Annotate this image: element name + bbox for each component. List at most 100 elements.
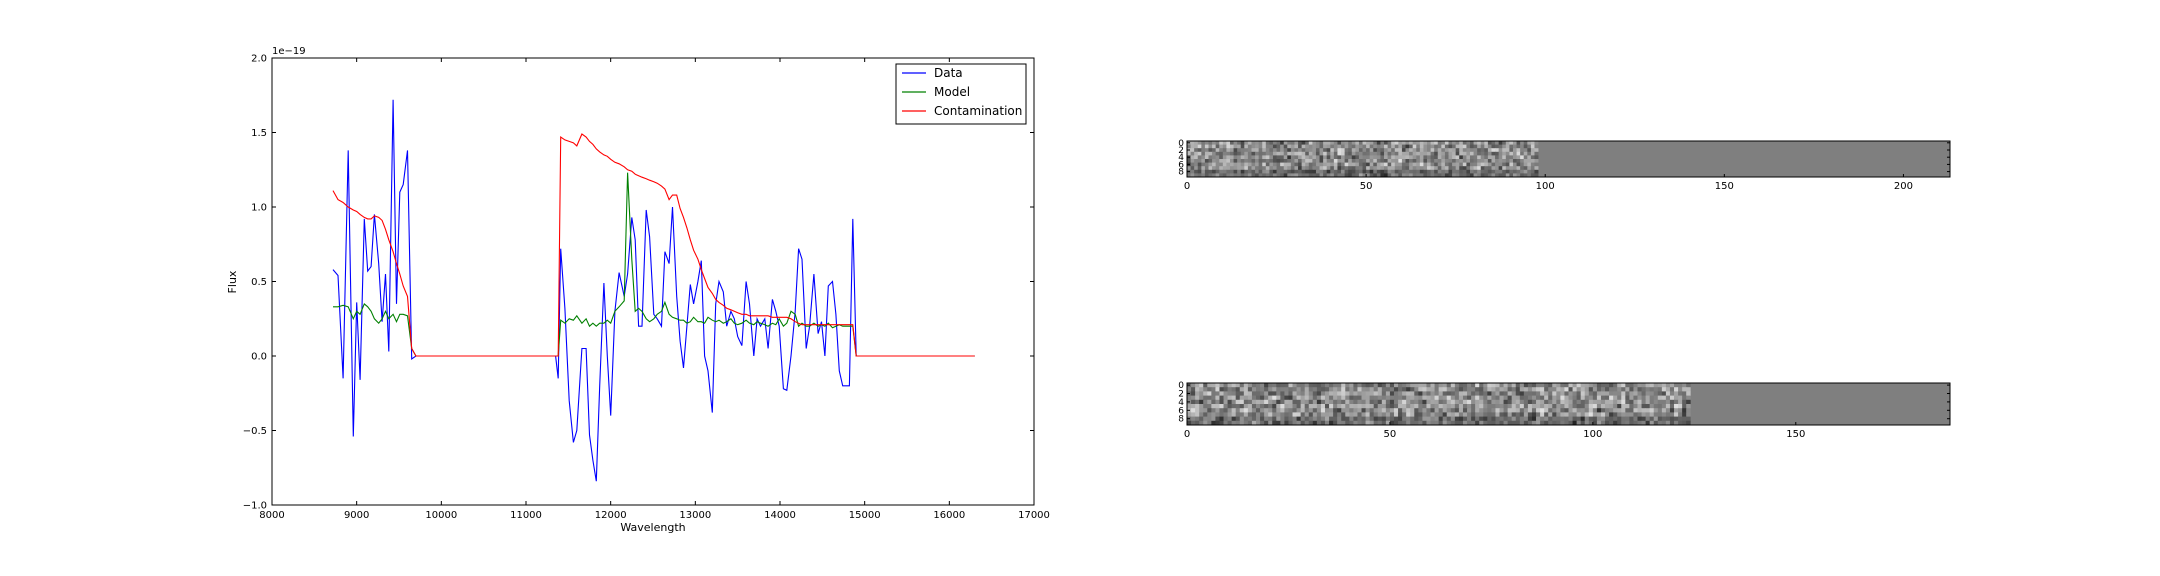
- bottom-image-pixel: [1511, 387, 1517, 392]
- bottom-image-pixel: [1674, 395, 1679, 401]
- top-image-pixel: [1323, 141, 1328, 145]
- top-image-pixel: [1255, 166, 1260, 171]
- bottom-image-pixel: [1304, 399, 1310, 405]
- top-image-pixel: [1244, 144, 1249, 149]
- top-image-pixel: [1323, 173, 1328, 178]
- top-image-pixel: [1333, 173, 1338, 178]
- bottom-image-pixel: [1410, 391, 1415, 396]
- bottom-image-pixel: [1564, 391, 1569, 396]
- top-image-pixel: [1427, 169, 1431, 174]
- y-tick-label: 2.0: [251, 54, 267, 65]
- bottom-image-pixel: [1377, 399, 1383, 405]
- top-image-pixel: [1473, 151, 1478, 156]
- top-image-pixel: [1534, 169, 1539, 174]
- bottom-image-pixel: [1475, 420, 1480, 426]
- bottom-image-pixel: [1544, 399, 1549, 405]
- top-image-pixel: [1523, 151, 1528, 156]
- top-image-pixel: [1276, 141, 1281, 145]
- bottom-image-pixel: [1499, 416, 1504, 422]
- bottom-image-pixel: [1674, 399, 1679, 405]
- bottom-image-pixel: [1442, 420, 1448, 426]
- bottom-image-pixel: [1540, 420, 1545, 426]
- bottom-image-pixel: [1300, 391, 1306, 396]
- top-image-pixel: [1466, 159, 1471, 163]
- bottom-image-pixel: [1617, 391, 1622, 396]
- bottom-image-pixel: [1588, 412, 1594, 417]
- bottom-image-pixel: [1365, 420, 1371, 426]
- bottom-image-pixel: [1442, 387, 1448, 392]
- top-image-pixel: [1330, 148, 1335, 153]
- bottom-image-pixel: [1584, 395, 1590, 401]
- bottom-image-pixel: [1223, 395, 1228, 401]
- bottom-image-pixel: [1531, 383, 1537, 388]
- bottom-image-pixel: [1491, 416, 1496, 422]
- bottom-image-pixel: [1365, 391, 1371, 396]
- top-image-pixel: [1362, 155, 1367, 160]
- bottom-image-pixel: [1609, 408, 1614, 413]
- top-image-pixel: [1187, 144, 1191, 149]
- top-image-pixel: [1247, 148, 1252, 153]
- bottom-image-pixel: [1686, 412, 1691, 417]
- bottom-image-pixel: [1398, 395, 1403, 401]
- bottom-image-pixel: [1195, 412, 1200, 417]
- bottom-image-pixel: [1669, 404, 1675, 409]
- bottom-image-pixel: [1629, 420, 1634, 426]
- top-image-pixel: [1269, 166, 1274, 171]
- bottom-image-pixel: [1487, 395, 1492, 401]
- bottom-image-pixel: [1207, 404, 1212, 409]
- bottom-image-pixel: [1625, 408, 1630, 413]
- bottom-image-pixel: [1584, 420, 1590, 426]
- top-image-pixel: [1369, 166, 1374, 171]
- top-image-pixel: [1512, 155, 1517, 160]
- top-image-pixel: [1362, 169, 1367, 174]
- bottom-image-pixel: [1605, 395, 1610, 401]
- bottom-image-pixel: [1255, 404, 1261, 409]
- bottom-image-pixel: [1191, 395, 1196, 401]
- bottom-image-pixel: [1320, 404, 1326, 409]
- top-image-pixel: [1430, 162, 1435, 167]
- bottom-image-pixel: [1292, 387, 1297, 392]
- bottom-image-pixel: [1661, 420, 1667, 426]
- bottom-image-pixel: [1284, 408, 1289, 413]
- bottom-image-pixel: [1426, 387, 1431, 392]
- bottom-image-pixel: [1324, 404, 1330, 409]
- top-image-pixel: [1505, 169, 1510, 174]
- bottom-image-pixel: [1592, 404, 1598, 409]
- bottom-image-pixel: [1495, 395, 1500, 401]
- bottom-image-pixel: [1434, 404, 1440, 409]
- bottom-image-pixel: [1552, 383, 1557, 388]
- bottom-image-pixel: [1288, 420, 1293, 426]
- top-image-pixel: [1380, 159, 1385, 163]
- bottom-image-pixel: [1251, 399, 1257, 405]
- bottom-image-pixel: [1653, 399, 1659, 405]
- bottom-image-pixel: [1560, 391, 1565, 396]
- y-tick-label: 0.5: [251, 277, 267, 288]
- bottom-image-pixel: [1491, 395, 1496, 401]
- bottom-image-pixel: [1337, 399, 1342, 405]
- top-image-pixel: [1237, 173, 1242, 178]
- top-image-pixel: [1258, 169, 1263, 174]
- top-image-pixel: [1523, 159, 1528, 163]
- top-image-pixel: [1448, 162, 1453, 167]
- top-image-pixel: [1394, 169, 1399, 174]
- top-image-pixel: [1287, 159, 1292, 163]
- top-image-pixel: [1398, 169, 1403, 174]
- bottom-image-pixel: [1645, 412, 1651, 417]
- bottom-image-pixel: [1255, 399, 1261, 405]
- bottom-image-frame: [1186, 382, 1951, 426]
- bottom-image-pixel: [1515, 391, 1521, 396]
- top-image-pixel: [1466, 166, 1471, 171]
- bottom-image-pixel: [1235, 383, 1241, 388]
- bottom-image-pixel: [1653, 391, 1659, 396]
- bottom-image-pixel: [1568, 412, 1573, 417]
- bottom-image-pixel: [1434, 412, 1440, 417]
- bottom-image-pixel: [1402, 399, 1407, 405]
- top-image-pixel: [1387, 144, 1392, 149]
- top-image-pixel: [1258, 155, 1263, 160]
- bottom-image-pixel: [1458, 404, 1464, 409]
- top-image-pixel: [1244, 166, 1249, 171]
- top-image-pixel: [1527, 155, 1532, 160]
- bottom-image-pixel: [1576, 395, 1582, 401]
- top-image-pixel: [1298, 151, 1303, 156]
- bottom-image-pixel: [1320, 387, 1326, 392]
